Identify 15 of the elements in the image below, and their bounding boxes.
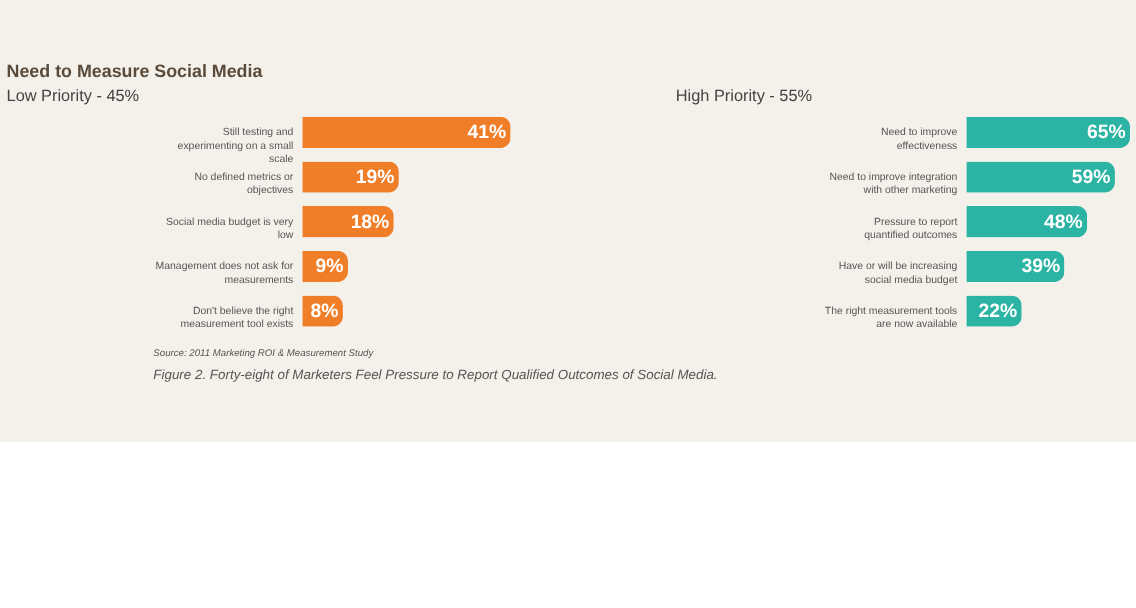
data-label: 19% <box>355 167 396 190</box>
data-label: 48% <box>1044 211 1084 234</box>
bar <box>966 116 1131 149</box>
data-label: 39% <box>1021 256 1061 279</box>
data-label: 18% <box>350 211 391 234</box>
data-label: 65% <box>1086 122 1127 145</box>
data-label: 59% <box>1071 167 1112 190</box>
data-label: 41% <box>467 122 508 145</box>
bar <box>302 116 511 149</box>
text: Need to Measure Social Media <box>6 61 265 82</box>
text: High Priority - 55% <box>675 87 813 106</box>
data-label: 8% <box>310 301 340 324</box>
data-label: 9% <box>315 256 345 279</box>
data-label: 22% <box>978 301 1019 324</box>
text: Low Priority - 45% <box>6 87 140 106</box>
